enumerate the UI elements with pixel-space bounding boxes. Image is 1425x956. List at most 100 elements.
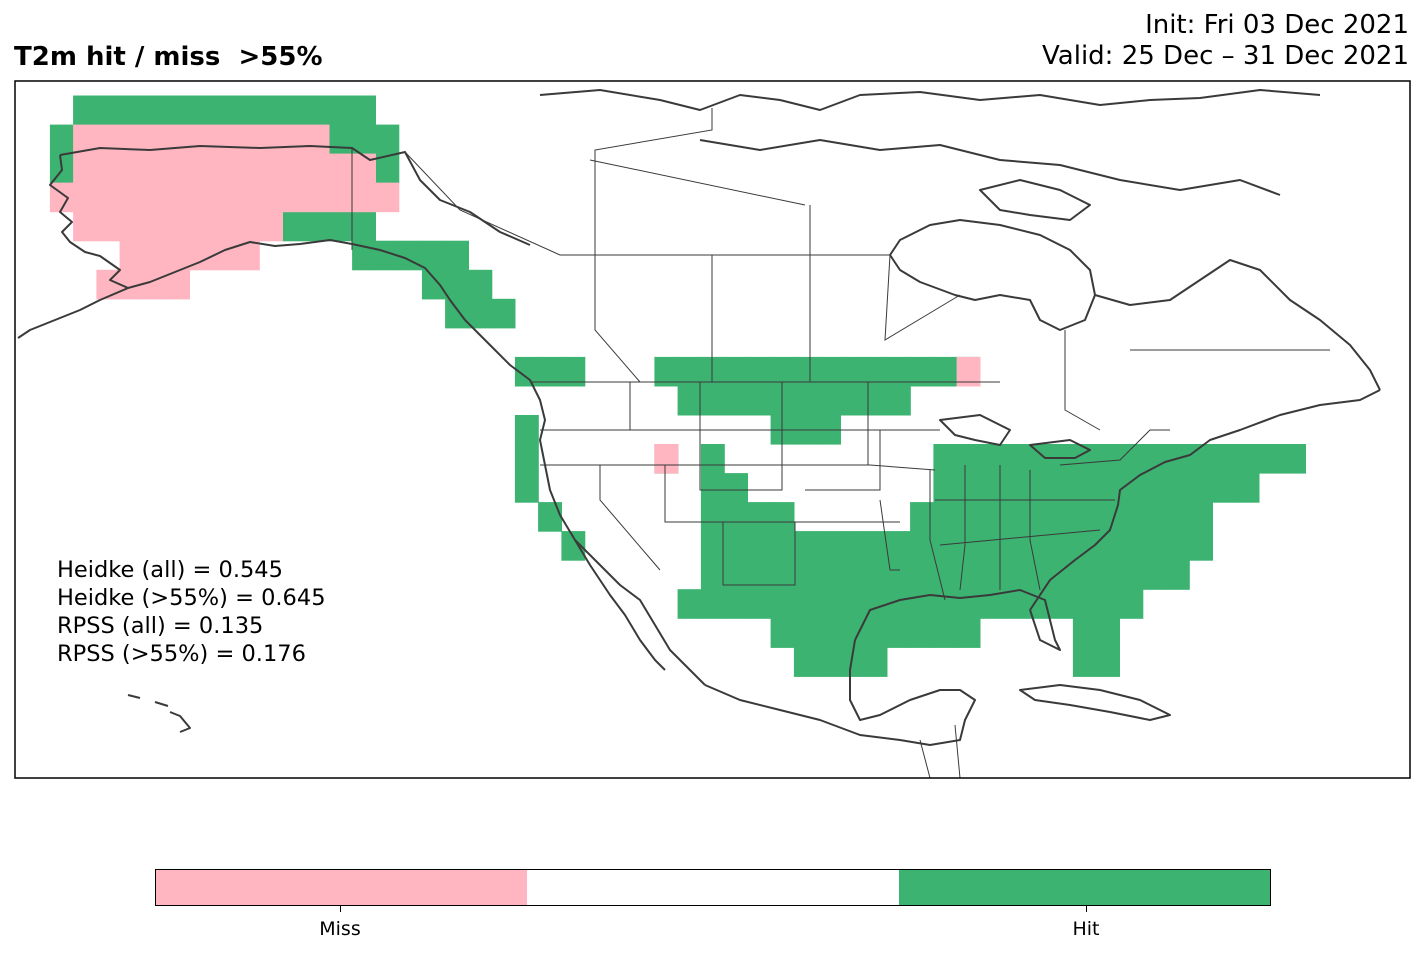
hit-cell — [1165, 531, 1190, 561]
miss-cell — [119, 211, 144, 242]
miss-cell — [282, 182, 307, 213]
hit-cell — [677, 385, 702, 416]
hit-cell — [840, 618, 865, 648]
hit-cell — [445, 269, 469, 300]
hit-cell — [1072, 618, 1097, 648]
hit-cell — [817, 560, 841, 590]
miss-cell — [96, 269, 121, 300]
hit-cell — [468, 298, 493, 329]
miss-cell — [305, 182, 330, 213]
miss-cell — [189, 153, 214, 184]
hit-cell — [863, 647, 888, 677]
hit-cell — [770, 618, 795, 648]
hit-cell — [747, 589, 772, 619]
miss-cell — [73, 182, 97, 213]
hit-cell — [1142, 444, 1167, 474]
hit-cell — [1026, 473, 1051, 503]
hit-cell — [1003, 589, 1027, 619]
date-info: Init: Fri 03 Dec 2021 Valid: 25 Dec – 31… — [1042, 10, 1409, 72]
hit-cell — [747, 502, 772, 532]
miss-cell — [166, 269, 190, 300]
colorbar — [155, 869, 1271, 906]
hit-cell — [1072, 560, 1097, 590]
miss-cell — [352, 153, 376, 184]
hit-cell — [817, 356, 841, 387]
miss-cell — [235, 124, 260, 155]
hit-cell — [73, 95, 97, 126]
hit-cell — [840, 647, 865, 677]
hit-cell — [1119, 531, 1144, 561]
hit-cell — [1096, 647, 1120, 677]
score-rpss-55: RPSS (>55%) = 0.176 — [57, 641, 306, 667]
hit-cell — [700, 444, 725, 474]
hit-cell — [770, 589, 795, 619]
hit-cell — [1096, 473, 1120, 503]
hit-cell — [956, 473, 981, 503]
hit-cell — [1119, 473, 1144, 503]
hit-cell — [793, 560, 818, 590]
hit-cell — [421, 269, 446, 300]
hit-cell — [1189, 473, 1213, 503]
hit-cell — [1142, 502, 1167, 532]
hit-cell — [212, 95, 237, 126]
hit-cell — [933, 473, 958, 503]
hit-cell — [747, 385, 772, 416]
hit-cell — [747, 531, 772, 561]
hit-cell — [979, 560, 1004, 590]
miss-cell — [142, 211, 167, 242]
miss-cell — [73, 124, 97, 155]
hit-cell — [514, 473, 539, 503]
hit-cell — [375, 240, 400, 271]
colorbar-hit-segment — [898, 870, 1270, 905]
colorbar-tick-hit — [1086, 906, 1087, 912]
hit-cell — [1096, 502, 1120, 532]
hit-cell — [189, 95, 214, 126]
map-frame — [14, 80, 1411, 779]
hit-cell — [1026, 560, 1051, 590]
hit-cell — [979, 444, 1004, 474]
hit-cell — [1235, 473, 1260, 503]
hit-cell — [747, 560, 772, 590]
hit-cell — [886, 560, 911, 590]
hit-cell — [886, 531, 911, 561]
hit-cell — [817, 647, 841, 677]
colorbar-tick-miss — [340, 906, 341, 912]
hit-cell — [724, 531, 748, 561]
miss-cell — [142, 182, 167, 213]
hit-cell — [840, 356, 865, 387]
miss-cell — [119, 124, 144, 155]
hit-cell — [933, 502, 958, 532]
miss-cell — [235, 211, 260, 242]
hit-cell — [677, 589, 702, 619]
hit-cell — [700, 560, 725, 590]
hit-cell — [1049, 531, 1074, 561]
coastlines — [17, 89, 1381, 746]
hit-cell — [352, 211, 376, 242]
hit-cell — [282, 95, 307, 126]
hit-cell — [793, 385, 818, 416]
hit-cell — [840, 560, 865, 590]
miss-cell — [96, 153, 121, 184]
miss-cell — [96, 182, 121, 213]
hit-cell — [1142, 560, 1167, 590]
hit-cell — [1049, 560, 1074, 590]
hit-cell — [1003, 531, 1027, 561]
miss-cell — [142, 240, 167, 271]
hit-cell — [119, 95, 144, 126]
hit-cell — [886, 618, 911, 648]
hit-cell — [700, 385, 725, 416]
miss-cell — [212, 153, 237, 184]
colorbar-label-hit: Hit — [1072, 918, 1100, 940]
hit-cell — [282, 211, 307, 242]
hit-cell — [817, 531, 841, 561]
score-heidke-55: Heidke (>55%) = 0.645 — [57, 585, 326, 611]
hit-cell — [910, 560, 934, 590]
hit-cell — [1212, 444, 1237, 474]
miss-cell — [73, 153, 97, 184]
hit-cell — [1258, 444, 1283, 474]
hit-cell — [700, 589, 725, 619]
hit-cell — [863, 531, 888, 561]
hit-cell — [700, 531, 725, 561]
hit-cell — [352, 95, 376, 126]
